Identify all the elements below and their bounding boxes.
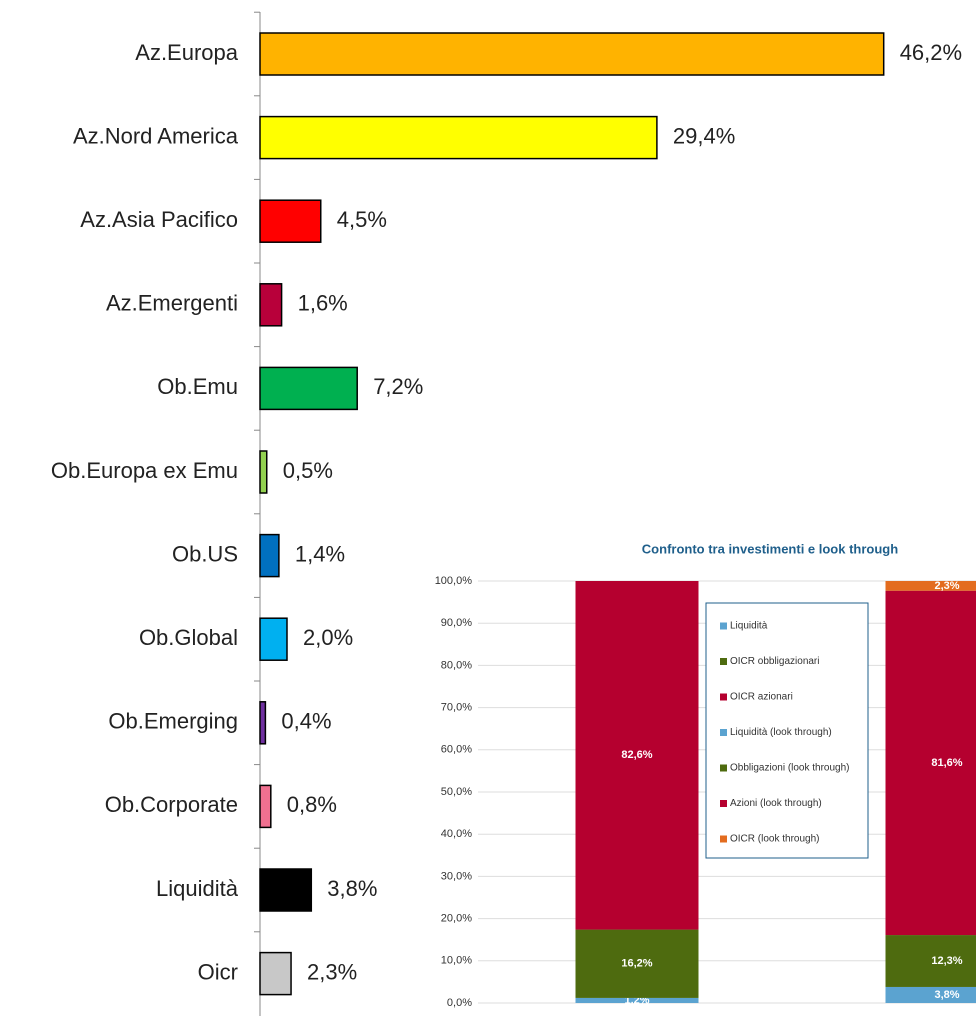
legend-swatch	[720, 835, 727, 843]
legend-label: Obbligazioni (look through)	[730, 763, 850, 774]
y-tick-label: Ob.US	[172, 541, 238, 566]
y-tick-label: 90,0%	[441, 617, 472, 629]
value-label: 7,2%	[373, 374, 423, 399]
bar	[259, 533, 280, 578]
value-label: 2,0%	[303, 625, 353, 650]
bar-segment	[885, 935, 976, 987]
bar-segment	[575, 929, 699, 998]
y-tick-label: 20,0%	[441, 913, 472, 925]
y-tick-label: Ob.Global	[139, 625, 238, 650]
legend-label: Liquidità (look through)	[730, 727, 832, 738]
value-label: 2,3%	[934, 580, 959, 592]
bar	[259, 366, 358, 411]
value-label: 29,4%	[673, 123, 735, 148]
y-tick-label: 0,0%	[447, 997, 472, 1009]
y-tick-label: Az.Nord America	[73, 123, 239, 148]
value-label: 82,6%	[621, 749, 652, 761]
y-tick-label: 70,0%	[441, 702, 472, 714]
legend-label: OICR (look through)	[730, 834, 819, 845]
bar	[259, 617, 288, 661]
bar	[259, 199, 322, 243]
legend-swatch	[720, 693, 727, 701]
bar-segment	[885, 590, 976, 936]
value-label: 0,5%	[283, 458, 333, 483]
value-label: 12,3%	[931, 955, 962, 967]
y-tick-label: Az.Emergenti	[106, 291, 238, 316]
y-tick-label: 50,0%	[441, 786, 472, 798]
y-tick-label: Ob.Emu	[157, 374, 238, 399]
value-label: 3,8%	[327, 876, 377, 901]
bar-segment	[575, 581, 699, 930]
value-label: 0,4%	[281, 709, 331, 734]
y-tick-label: Ob.Europa ex Emu	[51, 458, 238, 483]
bar	[259, 115, 658, 160]
y-tick-label: 40,0%	[441, 828, 472, 840]
bar	[259, 283, 283, 327]
value-label: 46,2%	[900, 40, 962, 65]
bar	[259, 784, 272, 829]
bar-segment	[885, 986, 976, 1003]
bar-segment	[575, 997, 699, 1003]
value-label: 16,2%	[621, 958, 652, 970]
y-tick-label: Liquidità	[156, 876, 239, 901]
y-tick-label: Oicr	[198, 959, 238, 984]
value-label: 81,6%	[931, 757, 962, 769]
bar	[259, 951, 292, 996]
bar	[259, 868, 313, 912]
legend-label: OICR azionari	[730, 692, 793, 703]
legend-label: Azioni (look through)	[730, 798, 822, 809]
legend-swatch	[720, 729, 727, 736]
y-tick-label: Ob.Corporate	[105, 792, 238, 817]
y-tick-label: 30,0%	[441, 870, 472, 882]
value-label: 3,8%	[934, 989, 959, 1001]
legend-box	[705, 602, 869, 859]
y-tick-label: 80,0%	[441, 659, 472, 671]
bar	[259, 701, 267, 745]
legend-label: Liquidità	[730, 621, 768, 632]
y-tick-label: 60,0%	[441, 744, 472, 756]
value-label: 1,6%	[298, 291, 348, 316]
value-label: 1,4%	[295, 541, 345, 566]
bar	[259, 450, 268, 494]
legend-swatch	[720, 800, 727, 807]
value-label: 2,3%	[307, 959, 357, 984]
bar-segment	[885, 581, 976, 591]
value-label: 0,8%	[287, 792, 337, 817]
legend-label: OICR obbligazionari	[730, 656, 820, 667]
value-label: 4,5%	[337, 207, 387, 232]
legend-swatch	[720, 658, 727, 665]
y-tick-label: 100,0%	[435, 575, 473, 587]
legend-swatch	[720, 622, 727, 630]
legend-swatch	[720, 764, 727, 772]
bar	[259, 32, 885, 76]
y-tick-label: Ob.Emerging	[108, 709, 238, 734]
chart-title: Confronto tra investimenti e look throug…	[642, 541, 898, 556]
y-tick-label: 10,0%	[441, 955, 472, 967]
y-tick-label: Az.Europa	[135, 40, 238, 65]
y-tick-label: Az.Asia Pacifico	[80, 207, 238, 232]
